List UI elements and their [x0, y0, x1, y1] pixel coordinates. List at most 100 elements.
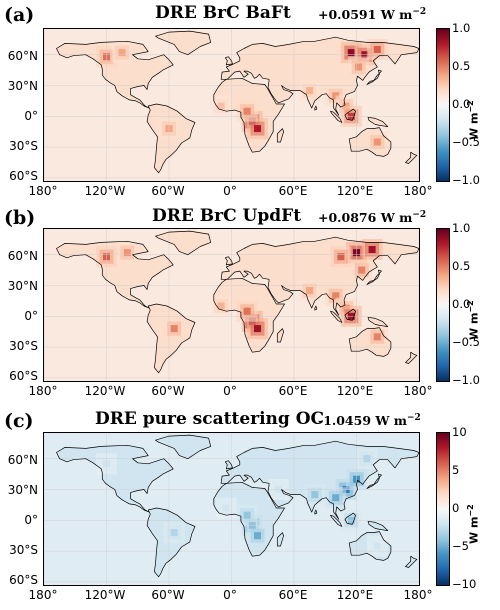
- lat-tick: 30°N: [7, 279, 38, 293]
- colorbar-unit: W m−2: [466, 504, 481, 544]
- map-plot: [43, 28, 420, 182]
- lat-tick: 30°S: [9, 339, 38, 353]
- hotspot-cell: [243, 107, 251, 115]
- hotspot-cell: [306, 87, 314, 95]
- land-fill-madagascar: [277, 128, 284, 142]
- coastline-new-guinea: [367, 520, 389, 531]
- coastline-sri-lanka: [314, 305, 318, 311]
- colorbar-tick: 1.0: [452, 21, 471, 35]
- coastline-south-america: [146, 303, 196, 374]
- lat-tick: 30°N: [7, 79, 38, 93]
- panel-label: (a): [4, 4, 35, 26]
- lon-tick: 60°W: [151, 184, 185, 198]
- lon-tick: 180°: [28, 588, 58, 602]
- panel-a: (a) DRE BrC BaFt +0.0591 W m−2 60°N 30°N…: [0, 0, 500, 200]
- coastline-greenland: [155, 230, 212, 256]
- hotspot-cell: [254, 325, 261, 333]
- colorbar-unit: W m−2: [466, 300, 481, 340]
- coastline-madagascar: [276, 128, 284, 143]
- coastline-sumatra: [330, 514, 343, 527]
- lat-tick: 60°S: [9, 169, 38, 183]
- colorbar-tick: −0.5: [452, 135, 480, 149]
- panel-title: DRE pure scattering OC: [95, 409, 325, 429]
- hotspot-cell: [222, 504, 230, 512]
- land-fill-north-america: [56, 41, 174, 109]
- global-mean-value: +0.0591 W m−2: [318, 7, 427, 23]
- hotspot-cell: [217, 302, 225, 310]
- hotspot-cell: [358, 266, 366, 274]
- coastline-japan: [366, 269, 382, 285]
- hotspot-cell: [373, 333, 381, 341]
- coastline-north-america: [56, 240, 174, 309]
- global-mean-value: +0.0876 W m−2: [318, 210, 427, 226]
- lat-tick: 0°: [24, 513, 38, 527]
- coastline-madagascar: [276, 328, 284, 343]
- lat-tick: 60°N: [7, 249, 38, 263]
- lon-tick: 60°E: [278, 184, 308, 198]
- hotspot-cell: [254, 532, 261, 540]
- land-fill-north-america: [56, 241, 174, 309]
- colorbar-tick: 0.0: [452, 297, 471, 311]
- coastline-borneo: [344, 108, 356, 121]
- colorbar-tick: 0.5: [452, 259, 471, 273]
- hotspot-cell: [355, 63, 363, 71]
- coastline-south-america: [146, 507, 196, 578]
- lat-tick: 30°S: [9, 543, 38, 557]
- panel-label: (b): [4, 207, 36, 229]
- lon-tick: 120°W: [84, 588, 126, 602]
- lon-tick: 180°: [28, 384, 58, 398]
- panel-c: (c) DRE pure scattering OC -1.0459 W m−2…: [0, 406, 500, 610]
- colorbar-tick: −0.5: [452, 335, 480, 349]
- lon-tick: 180°: [403, 384, 433, 398]
- lat-tick: 60°N: [7, 49, 38, 63]
- lon-tick: 0°: [223, 588, 237, 602]
- colorbar-tick: −1.0: [452, 173, 480, 187]
- colorbar-tick: 0: [452, 501, 460, 515]
- lon-tick: 60°E: [278, 384, 308, 398]
- land-fill-madagascar: [277, 328, 284, 342]
- colorbar-tick: 0.0: [452, 97, 471, 111]
- lat-tick: 60°S: [9, 369, 38, 383]
- colorbar-unit: W m−2: [466, 100, 481, 140]
- land-fill-new-zealand: [405, 352, 417, 364]
- coastline-sumatra: [330, 110, 343, 123]
- lon-tick: 60°E: [278, 588, 308, 602]
- lon-tick: 120°W: [84, 384, 126, 398]
- colorbar-tick: −5: [452, 539, 469, 553]
- coastlines: [56, 30, 419, 174]
- land-fill-new-zealand: [405, 556, 417, 568]
- lon-tick: 120°W: [84, 184, 126, 198]
- lon-tick: 120°E: [336, 184, 374, 198]
- lat-tick: 60°S: [9, 573, 38, 587]
- coastline-japan: [366, 69, 382, 85]
- hotspot-cell: [170, 529, 178, 537]
- hotspot-cell: [311, 491, 319, 499]
- coastline-new-guinea: [367, 116, 389, 127]
- colorbar-tick: −10: [452, 577, 477, 591]
- coastline-australia: [348, 327, 392, 357]
- lat-tick: 0°: [24, 309, 38, 323]
- hotspot-cell: [243, 307, 251, 315]
- coastline-north-america: [56, 444, 174, 513]
- land-fill-madagascar: [277, 532, 284, 546]
- coastline-australia: [348, 531, 392, 561]
- panel-title: DRE BrC BaFt: [155, 3, 291, 23]
- lon-tick: 180°: [403, 588, 433, 602]
- colorbar-tick: 5: [452, 463, 460, 477]
- coastline-australia: [348, 127, 392, 157]
- land-fill-greenland: [155, 231, 211, 255]
- lon-tick: 60°W: [151, 384, 185, 398]
- coastline-new-zealand: [405, 151, 418, 164]
- land-fill-new-guinea: [368, 117, 388, 127]
- map-plot: [43, 432, 420, 586]
- coastlines: [56, 434, 419, 578]
- land-fill-new-guinea: [368, 317, 388, 327]
- gridlines: [44, 229, 419, 381]
- hotspot-cell: [373, 542, 381, 550]
- panel-label: (c): [4, 410, 34, 432]
- colorbar-tick: 0.5: [452, 59, 471, 73]
- coastline-sri-lanka: [314, 105, 318, 111]
- land-fill-sumatra: [330, 515, 342, 527]
- colorbar-tick: 1.0: [452, 221, 471, 235]
- lon-tick: 60°W: [151, 588, 185, 602]
